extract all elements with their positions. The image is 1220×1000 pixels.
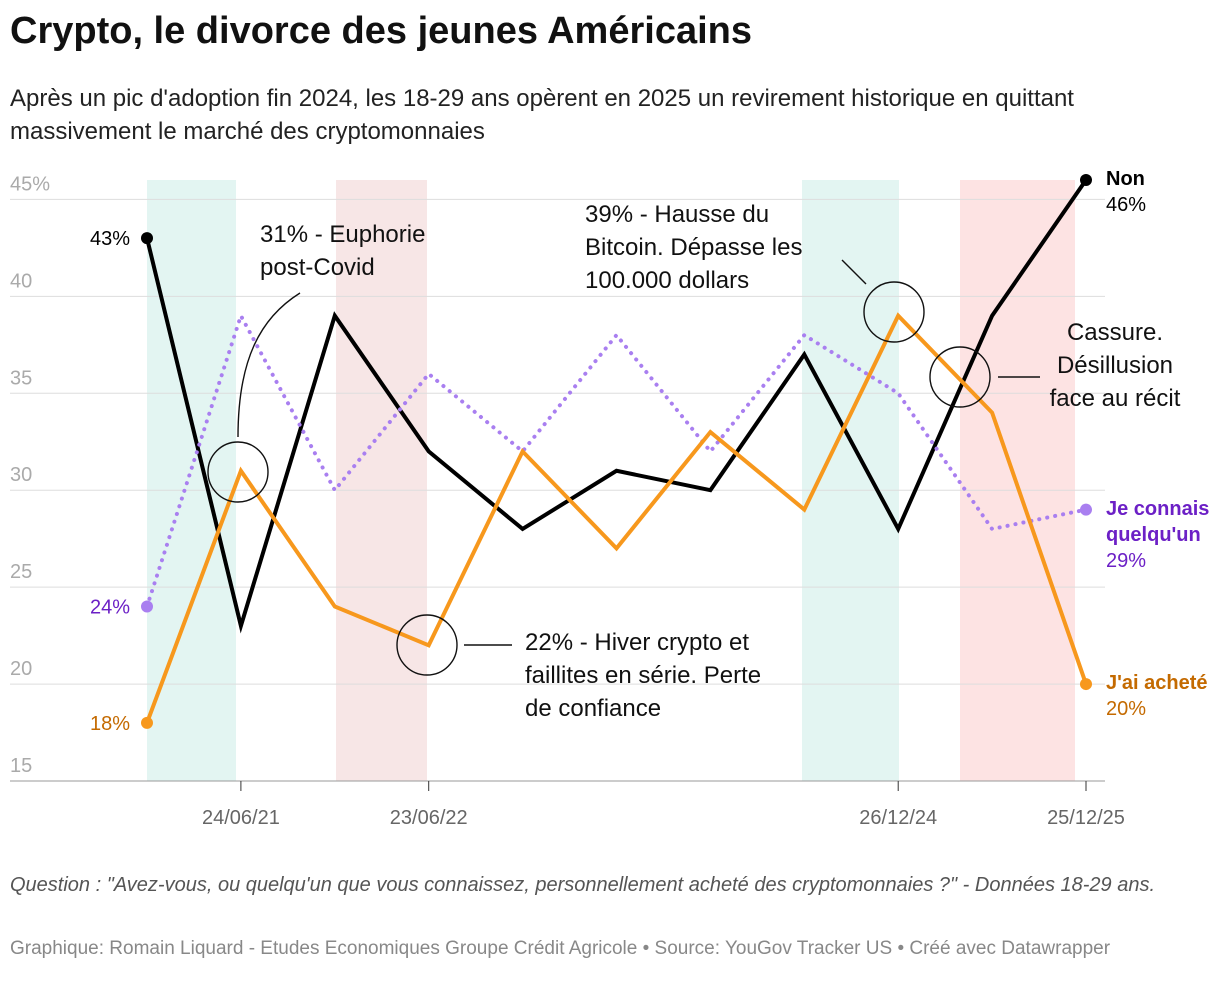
series-end-label: Je connais quelqu'un 29% xyxy=(1106,496,1216,574)
x-tick-label: 24/06/21 xyxy=(202,807,280,829)
period-band xyxy=(336,180,427,781)
value-label: 46% xyxy=(1106,194,1147,216)
y-tick-label: 40 xyxy=(10,270,32,292)
legend-entry: Je connais quelqu'un xyxy=(1106,497,1210,546)
highlight-circle xyxy=(863,281,925,343)
end-point xyxy=(141,600,153,613)
end-point xyxy=(141,232,153,245)
annotation: 31% - Euphorie post-Covid xyxy=(260,221,426,281)
end-point xyxy=(1080,503,1092,516)
y-tick-label: 30 xyxy=(10,464,32,486)
annotation: 22% - Hiver crypto et faillites en série… xyxy=(525,629,762,722)
series-end-label: Non 46% xyxy=(1106,166,1216,218)
end-point xyxy=(1080,678,1092,691)
line-2 xyxy=(145,312,1088,724)
x-tick-label: 25/12/25 xyxy=(1047,807,1125,829)
annotation-shapes xyxy=(207,259,1040,676)
legend-entry: J'ai acheté xyxy=(1106,672,1208,695)
notes: Question : "Avez-vous, ou quelqu'un que … xyxy=(10,874,1156,896)
x-tick-label: 26/12/24 xyxy=(859,807,937,829)
legend-entry: Non xyxy=(1106,168,1145,190)
y-tick-label: 15 xyxy=(10,755,32,777)
y-tick-label: 20 xyxy=(10,658,32,680)
value-label: 20% xyxy=(1106,698,1147,721)
end-point xyxy=(1080,174,1092,186)
value-label: 43% xyxy=(90,228,130,250)
line-0 xyxy=(145,178,1088,634)
title: Crypto, le divorce des jeunes Américains xyxy=(10,10,752,52)
highlight-circle xyxy=(929,346,991,408)
value-label: 18% xyxy=(90,713,130,735)
annotation: 39% - Hausse du Bitcoin. Dépasse les 100… xyxy=(585,201,803,294)
connector xyxy=(237,292,301,438)
y-tick-label: 25 xyxy=(10,561,32,583)
subtitle: Après un pic d'adoption fin 2024, les 18… xyxy=(10,85,1074,145)
line-1 xyxy=(145,310,1088,609)
highlight-circle xyxy=(396,614,458,676)
source: Graphique: Romain Liquard - Etudes Econo… xyxy=(10,938,1111,959)
y-tick-label: 45% xyxy=(10,173,50,195)
x-tick-label: 23/06/22 xyxy=(390,807,468,829)
value-label: 24% xyxy=(90,597,130,619)
value-label: 29% xyxy=(1106,549,1147,572)
series-end-label: J'ai acheté 20% xyxy=(1106,670,1216,722)
annotation: Cassure. Désillusion face au récit xyxy=(1049,319,1181,412)
end-point xyxy=(141,716,153,729)
highlight-circle xyxy=(207,441,269,503)
connector xyxy=(841,259,867,285)
y-tick-label: 35 xyxy=(10,367,32,389)
